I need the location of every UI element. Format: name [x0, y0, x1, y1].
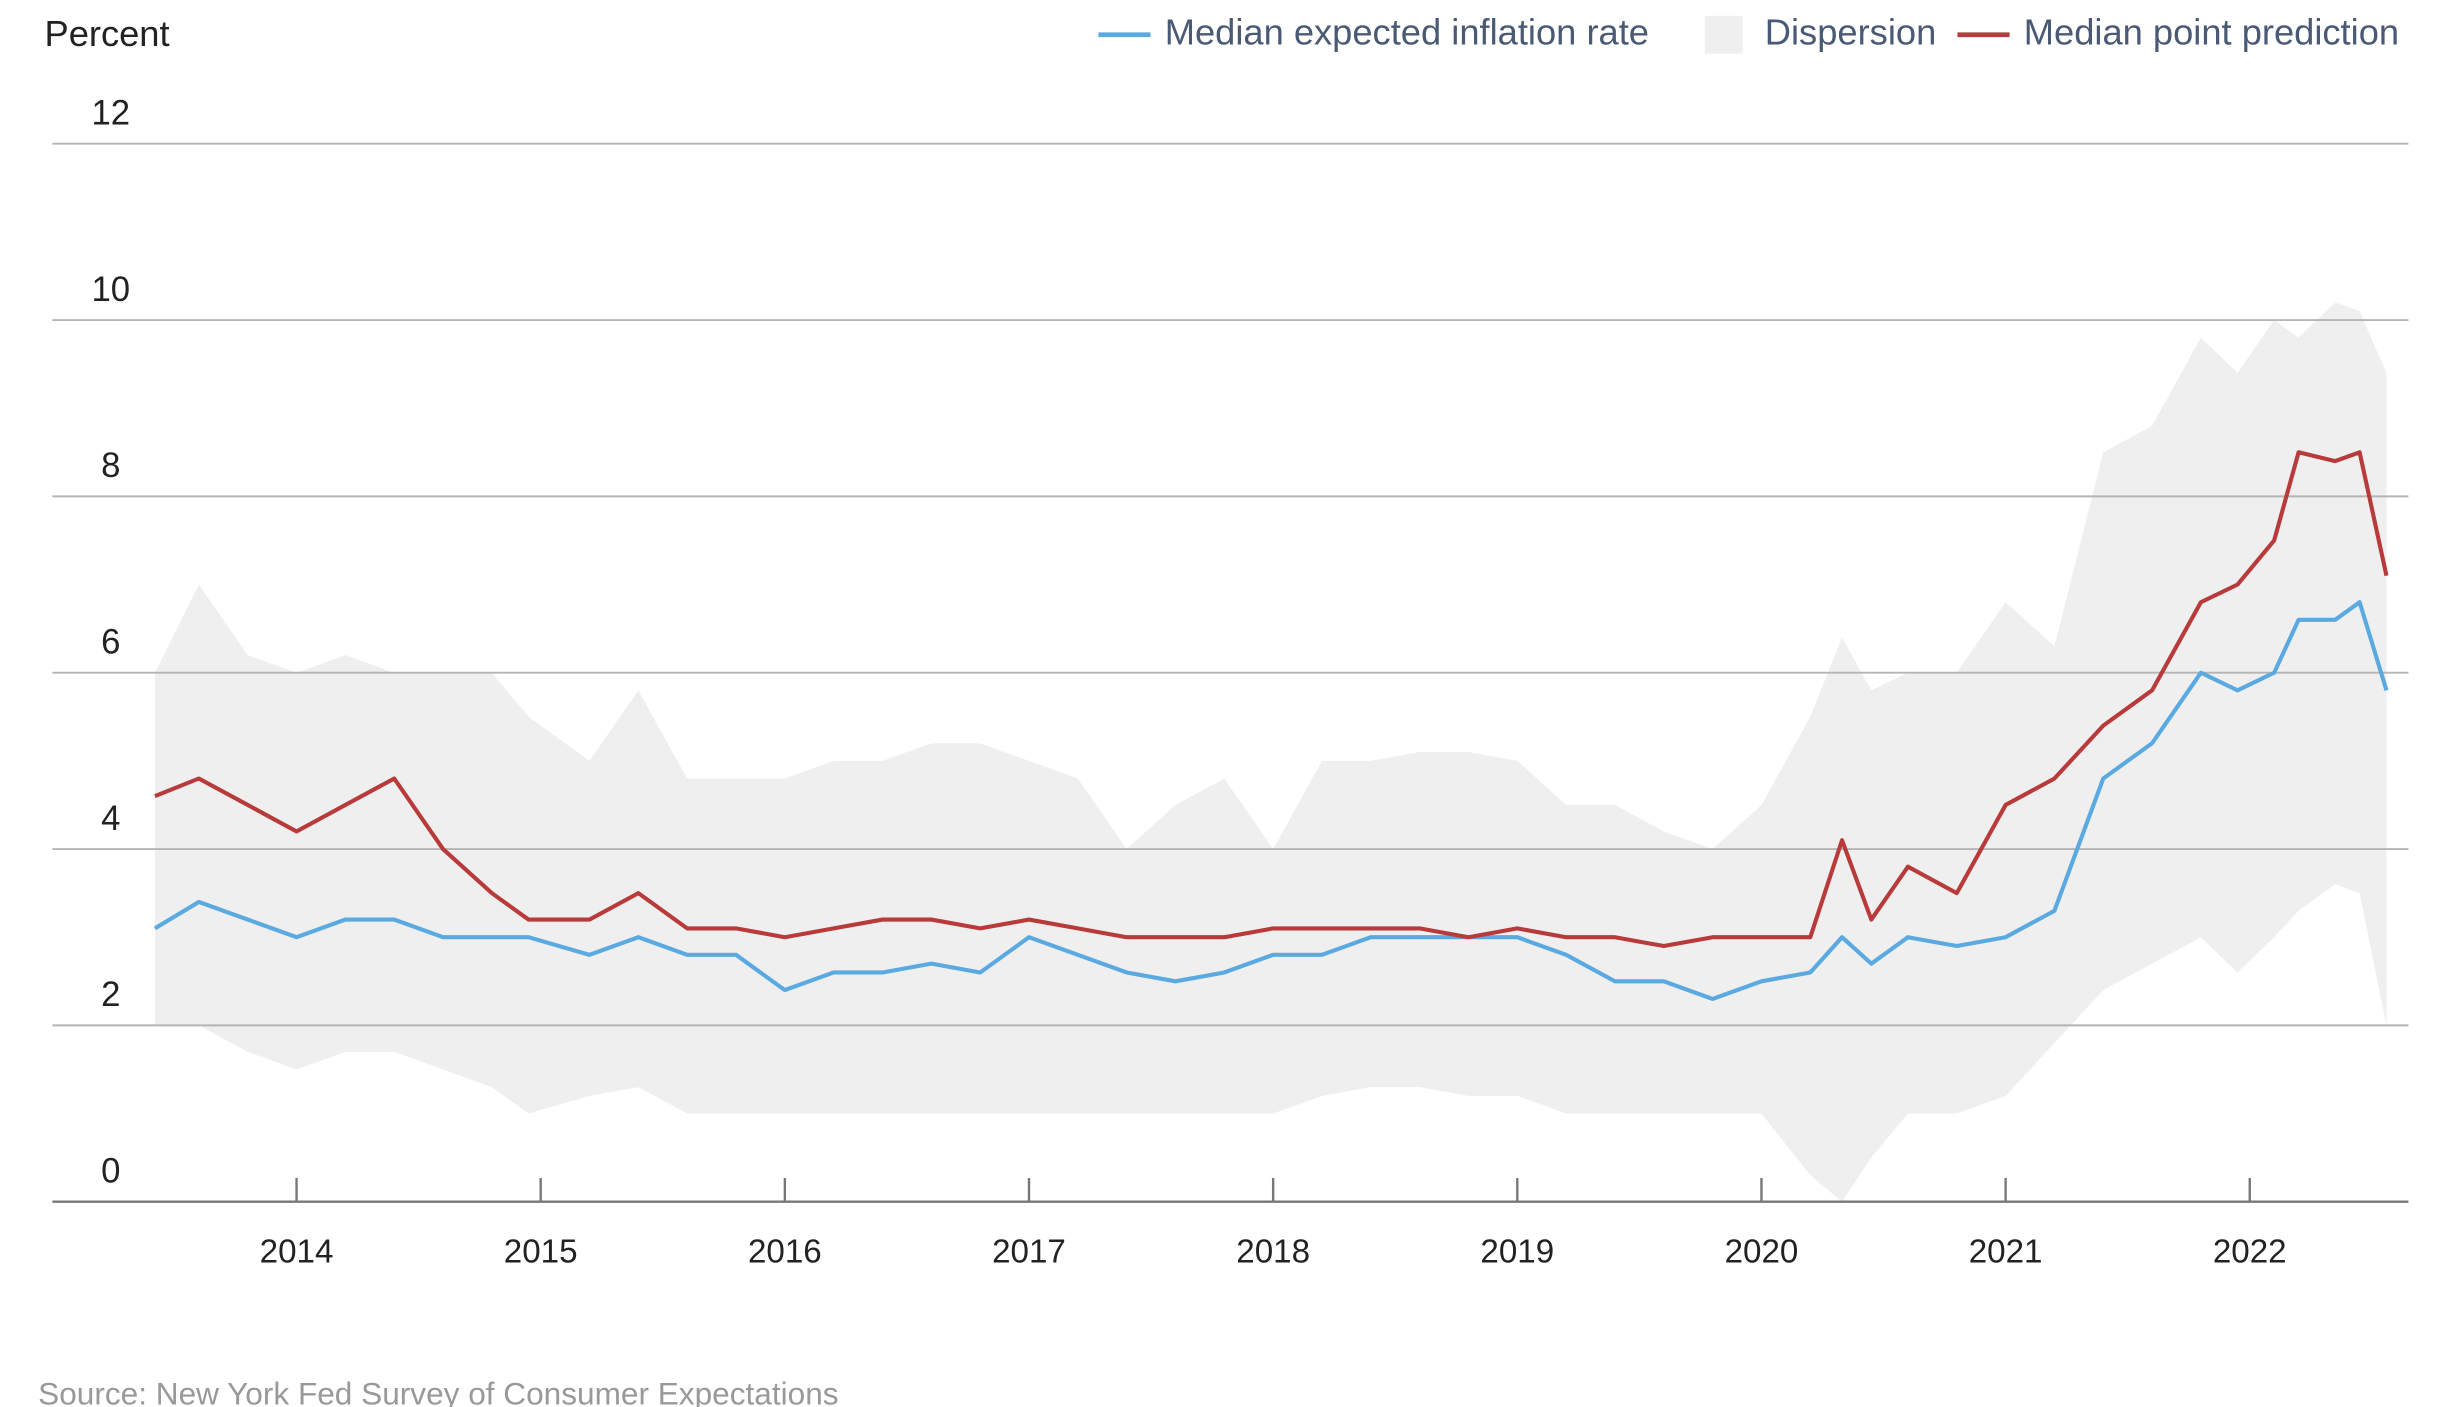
series-line [153, 600, 2389, 1001]
x-tick-label: 2019 [1480, 1234, 1554, 1271]
legend: Median expected inflation rate Dispersion… [1098, 11, 2399, 54]
x-tick-label: 2017 [992, 1234, 1066, 1271]
y-tick-label: 6 [101, 623, 120, 661]
x-tick-label: 2020 [1725, 1234, 1799, 1271]
x-tick-label: 2021 [1969, 1234, 2043, 1271]
y-tick-label: 8 [101, 447, 120, 485]
y-tick-label: 4 [101, 800, 120, 838]
legend-label: Median expected inflation rate [1165, 11, 1649, 52]
x-tick-label: 2014 [260, 1234, 334, 1271]
y-axis-label: Percent [44, 13, 169, 54]
x-tick-label: 2016 [748, 1234, 822, 1271]
y-tick-label: 2 [101, 976, 120, 1014]
y-tick-label: 0 [101, 1152, 120, 1190]
plot-area: 0 2 4 6 8 10 12 2014 2015 2016 2017 2018 2019 2020 202… [52, 94, 2409, 1271]
y-tick-label: 10 [92, 271, 131, 309]
legend-swatch [1704, 15, 1743, 54]
x-tick-label: 2015 [504, 1234, 578, 1271]
legend-label: Median point prediction [2024, 11, 2399, 52]
x-tick-label: 2022 [2213, 1234, 2287, 1271]
series-line [154, 450, 2389, 949]
legend-label: Dispersion [1765, 11, 1936, 52]
x-tick-label: 2018 [1236, 1234, 1310, 1271]
y-tick-label: 12 [92, 94, 131, 132]
source-note: Source: New York Fed Survey of Consumer … [38, 1375, 838, 1407]
dispersion-band [154, 302, 2387, 1202]
